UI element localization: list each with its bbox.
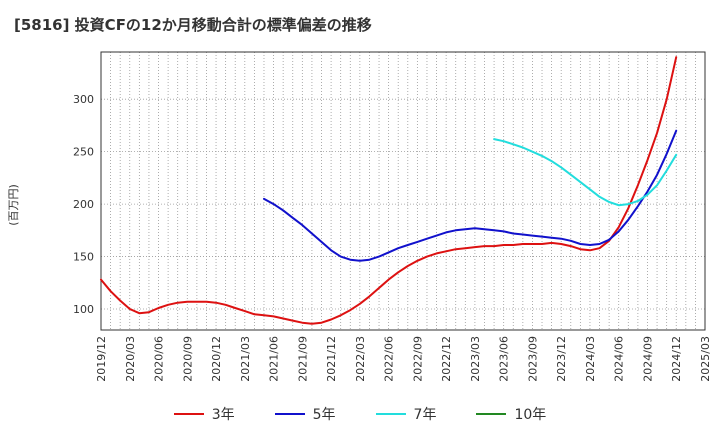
legend-swatch xyxy=(476,413,507,415)
x-tick-label: 2022/12 xyxy=(440,336,453,382)
legend-label: 3年 xyxy=(211,407,235,423)
x-tick-label: 2021/06 xyxy=(268,336,281,382)
x-tick-label: 2023/06 xyxy=(498,336,511,382)
y-tick-label: 200 xyxy=(73,198,94,211)
x-tick-label: 2020/06 xyxy=(153,336,166,382)
chart-title: [5816] 投資CFの12か月移動合計の標準偏差の推移 xyxy=(14,16,372,34)
y-axis-label: (百万円) xyxy=(7,184,20,226)
legend-swatch xyxy=(173,413,204,415)
x-tick-label: 2023/12 xyxy=(555,336,568,382)
x-tick-label: 2020/12 xyxy=(210,336,223,382)
x-tick-label: 2020/09 xyxy=(181,336,194,382)
x-tick-label: 2022/03 xyxy=(354,336,367,382)
x-tick-label: 2019/12 xyxy=(95,336,108,382)
x-tick-label: 2021/09 xyxy=(296,336,309,382)
y-tick-label: 100 xyxy=(73,303,94,316)
legend: 3年 5年 7年 10年 xyxy=(0,404,720,424)
legend-item: 7年 xyxy=(375,404,437,424)
x-tick-label: 2022/09 xyxy=(411,336,424,382)
legend-label: 10年 xyxy=(514,407,547,423)
x-tick-label: 2023/03 xyxy=(469,336,482,382)
legend-label: 7年 xyxy=(413,407,437,423)
series-line-3年 xyxy=(100,56,678,325)
legend-item: 5年 xyxy=(274,404,336,424)
plot-area-border xyxy=(100,51,706,331)
x-tick-label: 2024/09 xyxy=(641,336,654,382)
legend-item: 3年 xyxy=(173,404,235,424)
y-tick-label: 250 xyxy=(73,146,94,159)
legend-label: 5年 xyxy=(312,407,336,423)
x-tick-label: 2024/03 xyxy=(584,336,597,382)
x-tick-label: 2023/09 xyxy=(526,336,539,382)
series-line-7年 xyxy=(493,138,678,207)
x-tick-label: 2024/06 xyxy=(613,336,626,382)
legend-swatch xyxy=(274,413,305,415)
x-tick-label: 2021/12 xyxy=(325,336,338,382)
x-tick-label: 2020/03 xyxy=(124,336,137,382)
y-tick-label: 150 xyxy=(73,251,94,264)
legend-item: 10年 xyxy=(476,404,546,424)
x-tick-label: 2025/03 xyxy=(699,336,712,382)
legend-swatch xyxy=(375,413,406,415)
series-line-5年 xyxy=(263,129,678,262)
y-tick-label: 300 xyxy=(73,93,94,106)
x-tick-label: 2021/03 xyxy=(239,336,252,382)
x-tick-label: 2024/12 xyxy=(670,336,683,382)
x-tick-label: 2022/06 xyxy=(383,336,396,382)
